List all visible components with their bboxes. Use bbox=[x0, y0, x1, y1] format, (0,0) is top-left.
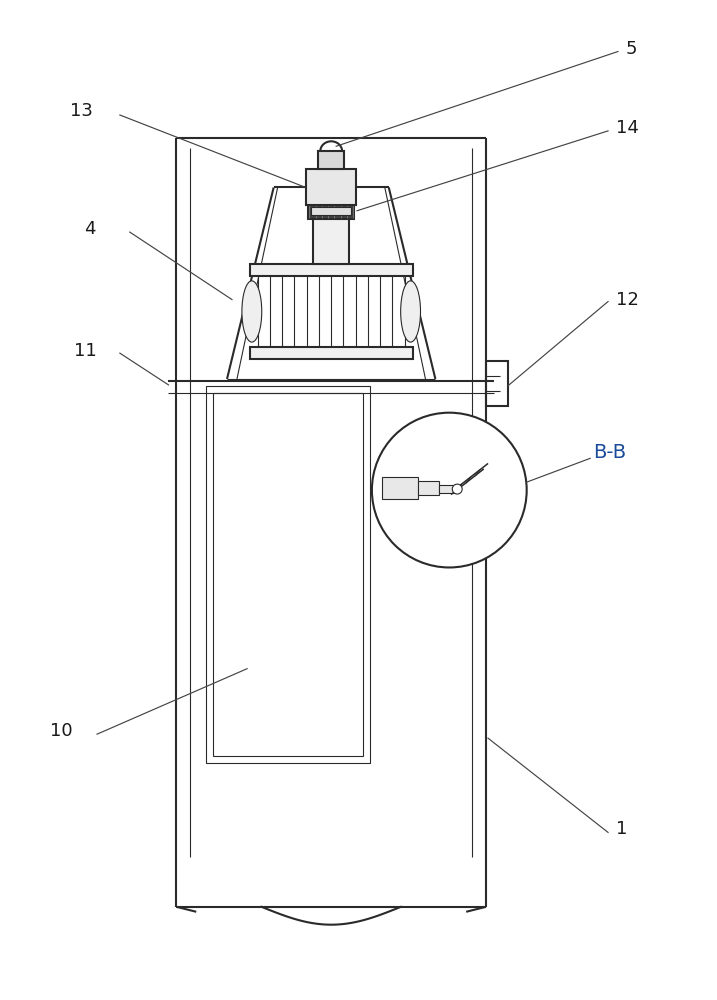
Bar bbox=[313, 215, 349, 264]
Text: 4: 4 bbox=[84, 220, 95, 238]
Text: 13: 13 bbox=[70, 102, 93, 120]
Text: 11: 11 bbox=[75, 342, 97, 360]
Bar bbox=[382, 477, 417, 499]
Bar bbox=[213, 393, 363, 756]
Bar bbox=[440, 485, 455, 493]
Text: 14: 14 bbox=[616, 119, 639, 137]
Bar bbox=[250, 264, 412, 276]
Circle shape bbox=[372, 413, 527, 567]
Ellipse shape bbox=[401, 281, 420, 342]
Text: 5: 5 bbox=[626, 40, 637, 58]
Bar bbox=[308, 203, 354, 219]
Bar bbox=[486, 361, 508, 406]
Bar bbox=[417, 481, 440, 495]
Bar bbox=[318, 151, 344, 169]
Bar bbox=[306, 169, 356, 205]
Circle shape bbox=[452, 484, 462, 494]
Bar bbox=[250, 347, 412, 359]
Text: 10: 10 bbox=[50, 722, 73, 740]
Bar bbox=[311, 207, 351, 215]
Ellipse shape bbox=[242, 281, 262, 342]
Text: B-B: B-B bbox=[593, 443, 626, 462]
Text: 1: 1 bbox=[616, 820, 627, 838]
Bar bbox=[206, 386, 370, 763]
Text: 12: 12 bbox=[616, 291, 639, 309]
